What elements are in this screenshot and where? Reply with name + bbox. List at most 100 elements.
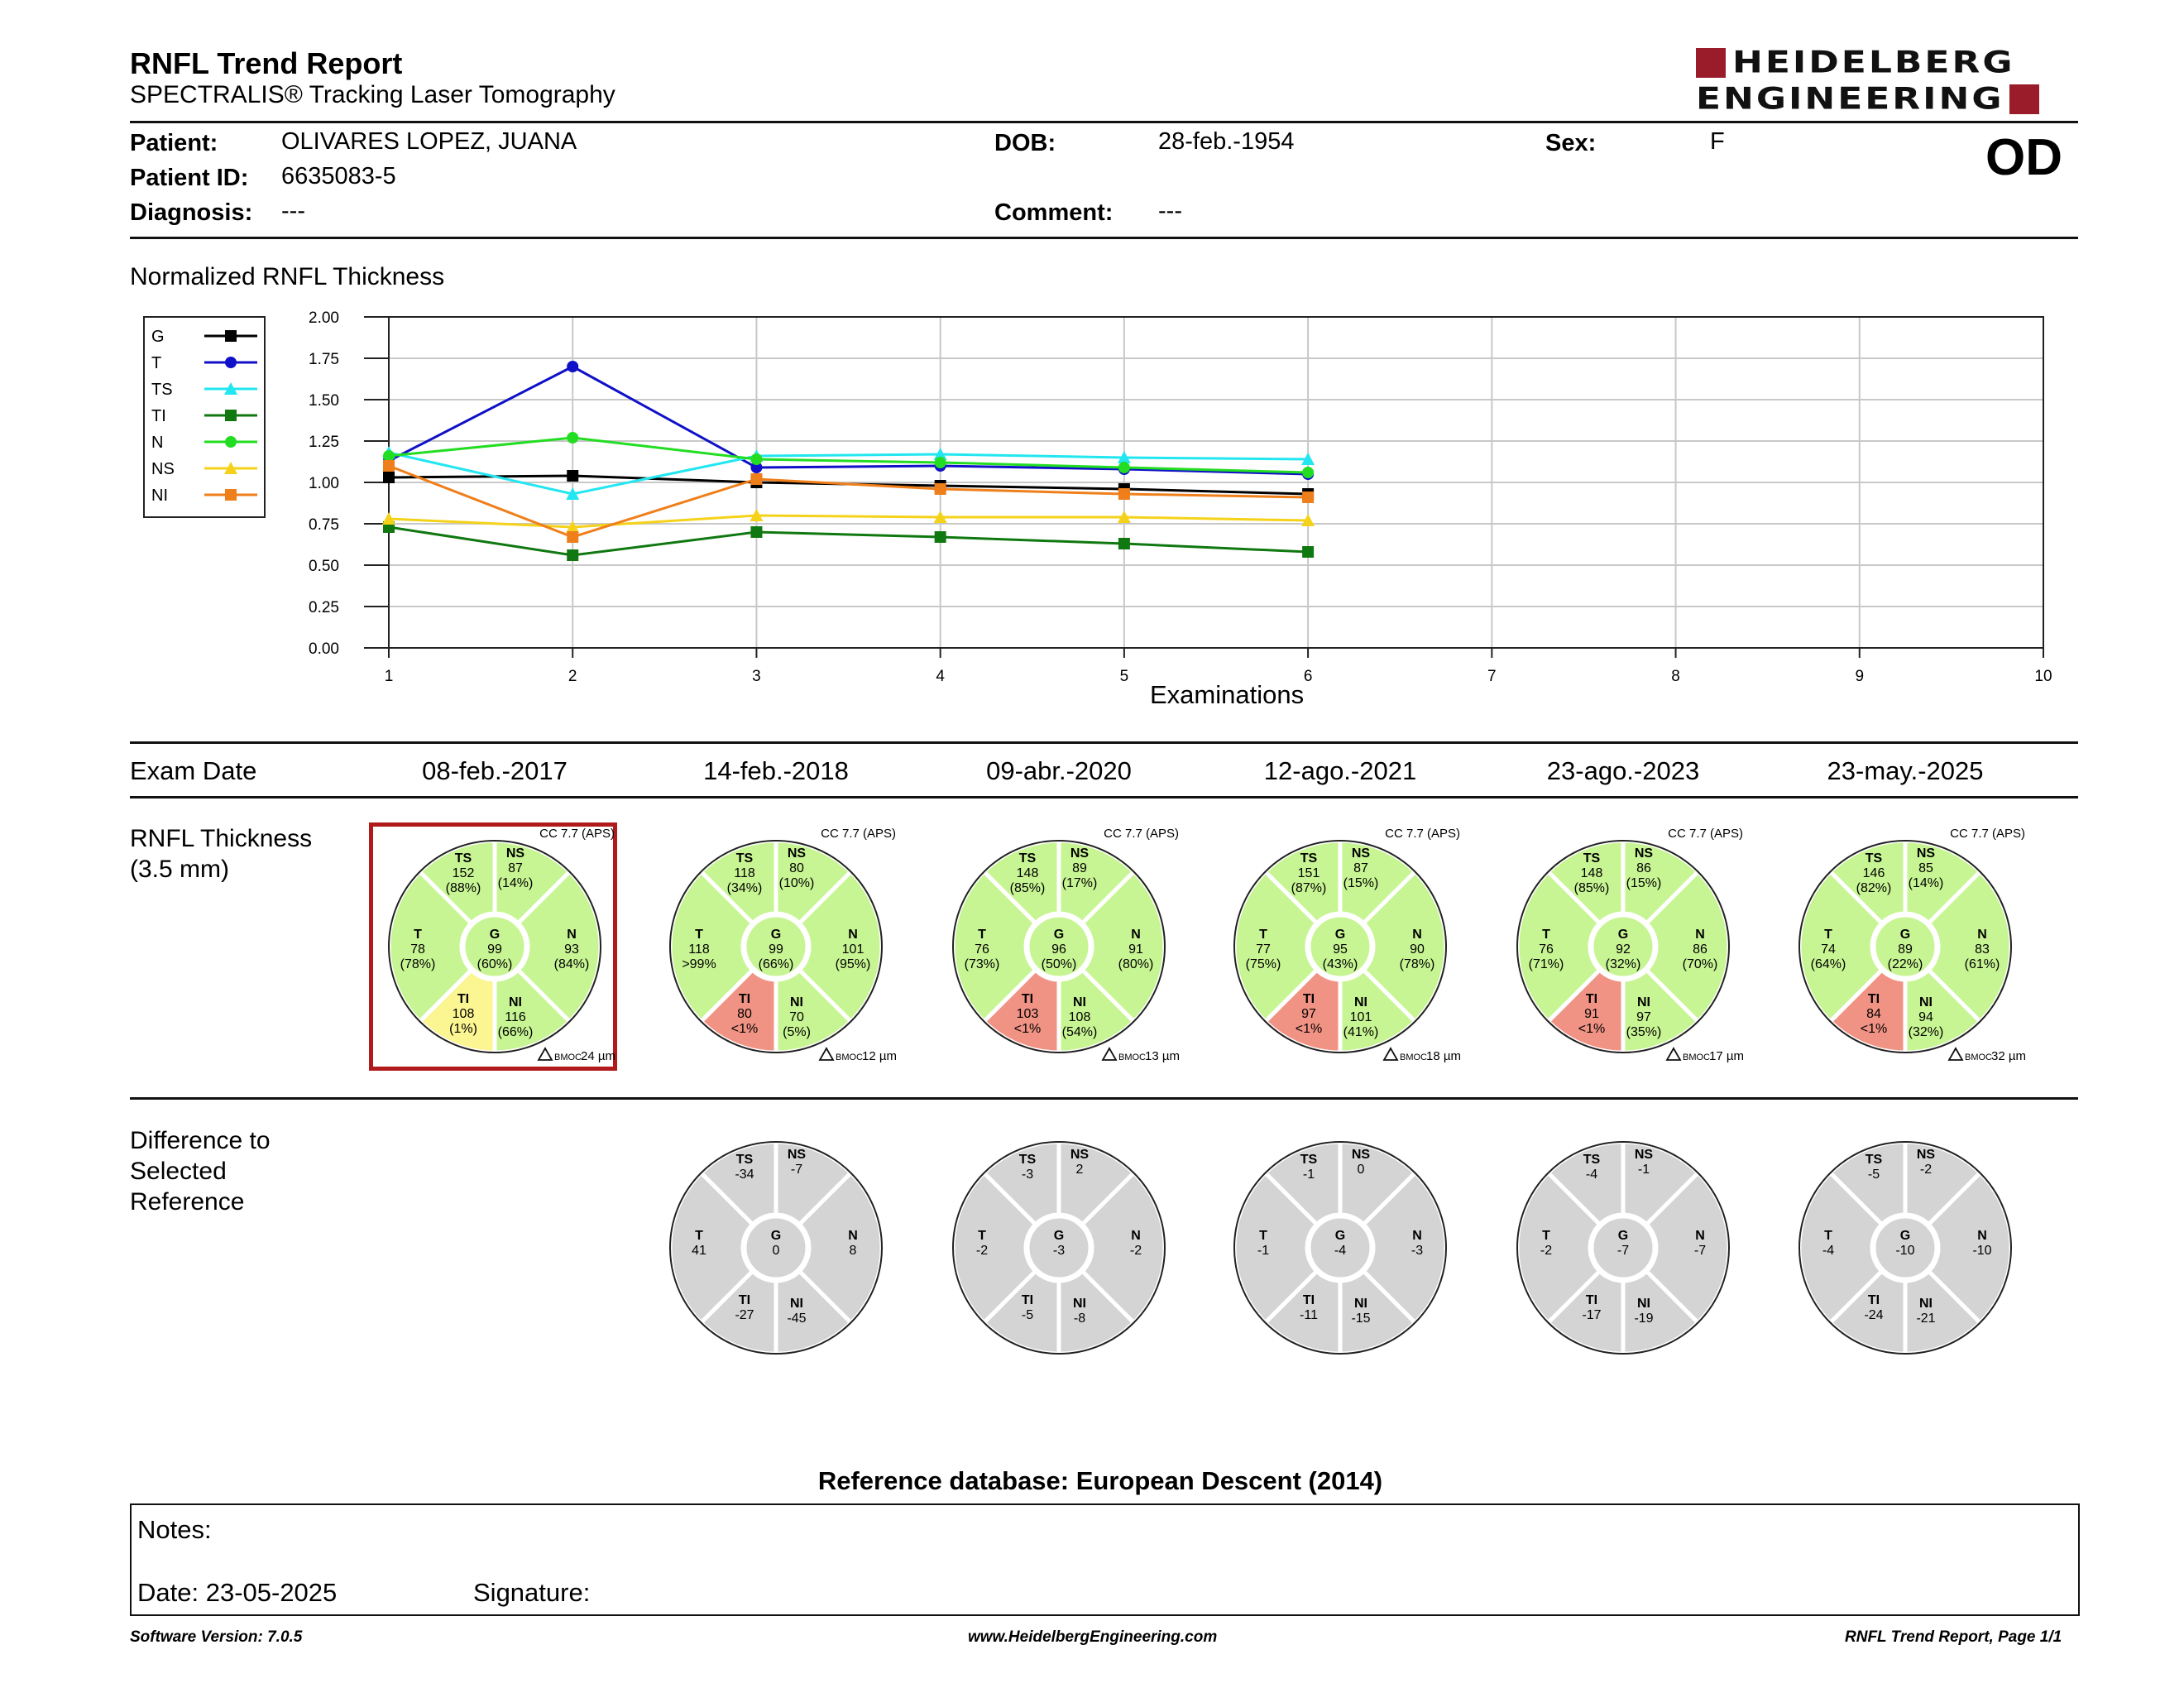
sector-name: T [695, 928, 703, 942]
footer-website[interactable]: www.HeidelbergEngineering.com [968, 1628, 1218, 1646]
patient-label: Patient: [130, 130, 218, 156]
sector-name: G [1900, 928, 1910, 942]
series-line [388, 436, 1309, 474]
sector-name: T [1259, 928, 1267, 942]
series-line [388, 514, 1309, 529]
sector-percentile: (1%) [449, 1022, 477, 1036]
delta-icon [818, 1047, 835, 1061]
diff-label-1: Difference to [130, 1127, 271, 1154]
sector-value: -7 [1617, 1244, 1629, 1258]
exam-date-label: Exam Date [130, 756, 257, 785]
sector-name: N [1977, 1229, 1987, 1243]
sector-value: 97 [1636, 1010, 1651, 1024]
bmo-offset-value: 32 µm [1991, 1049, 2026, 1063]
sector-name: N [1412, 1229, 1422, 1243]
data-point [1117, 511, 1131, 523]
dob-label: DOB: [994, 130, 1056, 156]
sector-value: 80 [737, 1007, 752, 1021]
sector-value: -15 [1351, 1312, 1370, 1326]
diagram-outline [1516, 840, 1730, 1053]
diagram-outline [1798, 840, 2012, 1053]
series-line [388, 451, 1309, 496]
exam-date[interactable]: 23-ago.-2023 [1546, 756, 1700, 785]
data-point [934, 457, 946, 468]
sector-percentile: (85%) [1574, 881, 1610, 895]
sector-name: NI [1637, 1297, 1650, 1311]
sector-value: 85 [1918, 861, 1933, 875]
sector-g [742, 913, 810, 981]
eye-indicator: OD [1985, 129, 2062, 186]
sector-percentile: (17%) [1062, 876, 1098, 890]
sector-name: TI [1586, 1293, 1597, 1307]
sector-percentile: (66%) [759, 957, 794, 971]
exam-date[interactable]: 14-feb.-2018 [703, 756, 849, 785]
sector-value: 86 [1693, 942, 1707, 957]
sector-name: NS [1917, 1148, 1936, 1162]
sector-percentile: (78%) [1400, 957, 1435, 971]
sector-name: T [1542, 1229, 1550, 1243]
exam-date[interactable]: 12-ago.-2021 [1263, 756, 1417, 785]
sector-g [461, 913, 529, 981]
diagram-outline [952, 1141, 1166, 1355]
diff-label-2: Selected [130, 1158, 227, 1185]
data-point [750, 473, 763, 485]
sector-value: 95 [1333, 942, 1348, 957]
diagram-outline [388, 840, 601, 1053]
report-subtitle: SPECTRALIS® Tracking Laser Tomography [130, 81, 615, 108]
sector-name: TS [1300, 1153, 1318, 1167]
bmo-offset-value: 17 µm [1709, 1049, 1744, 1063]
exam-date[interactable]: 08-feb.-2017 [422, 756, 568, 785]
sector-name: TI [1022, 992, 1033, 1006]
sector-name: T [414, 928, 422, 942]
sector-percentile: (95%) [836, 957, 871, 971]
sector-value: -17 [1582, 1308, 1601, 1322]
sector-value: -11 [1300, 1308, 1318, 1322]
legend-marker [225, 410, 237, 421]
sector-value: 118 [688, 942, 710, 957]
sector-name: NS [788, 1148, 807, 1162]
sector-value: 41 [692, 1244, 706, 1258]
sector-value: 99 [769, 942, 783, 957]
y-tick-label: 0.75 [309, 516, 339, 534]
legend-marker [225, 357, 237, 368]
sector-percentile: (54%) [1062, 1025, 1098, 1039]
data-point [750, 526, 763, 538]
patient-rule [130, 237, 2078, 239]
sector-percentile: (64%) [1811, 957, 1846, 971]
sector-name: N [1412, 928, 1422, 942]
legend-marker [224, 382, 237, 395]
sector-value: -7 [1694, 1244, 1706, 1258]
bmo-offset-value: 24 µm [581, 1049, 615, 1063]
sector-percentile: (14%) [498, 876, 534, 890]
y-tick-label: 1.75 [309, 351, 339, 368]
sector-percentile: (80%) [1118, 957, 1154, 971]
data-point [1301, 453, 1315, 465]
sector-value: -2 [1130, 1244, 1142, 1258]
sector-name: NS [788, 846, 807, 861]
sector-g [1306, 913, 1374, 981]
sector-name: TS [1583, 851, 1601, 866]
exam-date[interactable]: 23-may.-2025 [1827, 756, 1984, 785]
legend-graphic: GT TS TI N NS NI [151, 328, 257, 505]
sector-value: -10 [1895, 1244, 1914, 1258]
scan-quality-label: CC 7.7 (APS) [821, 827, 896, 841]
y-tick-label: 0.50 [309, 558, 339, 575]
sector-name: NI [1354, 995, 1367, 1009]
sector-value: -4 [1334, 1244, 1346, 1258]
sector-value: 146 [1863, 866, 1885, 880]
y-tick-label: 0.00 [309, 640, 339, 658]
data-point [750, 462, 763, 473]
exam-date[interactable]: 09-abr.-2020 [986, 756, 1132, 785]
sector-percentile: <1% [731, 1022, 758, 1036]
sector-value: 151 [1298, 866, 1320, 880]
signature-label: Signature: [473, 1578, 591, 1607]
sector-percentile: <1% [1578, 1022, 1605, 1036]
bmo-offset-value: 12 µm [862, 1049, 897, 1063]
sector-name: TS [1866, 851, 1883, 866]
sector-name: G [1054, 1229, 1064, 1243]
sector-percentile: (35%) [1626, 1025, 1662, 1039]
sector-name: N [1131, 928, 1141, 942]
sector-name: NI [1919, 995, 1933, 1009]
y-tick-label: 1.50 [309, 392, 339, 410]
sector-name: TS [1583, 1153, 1601, 1167]
